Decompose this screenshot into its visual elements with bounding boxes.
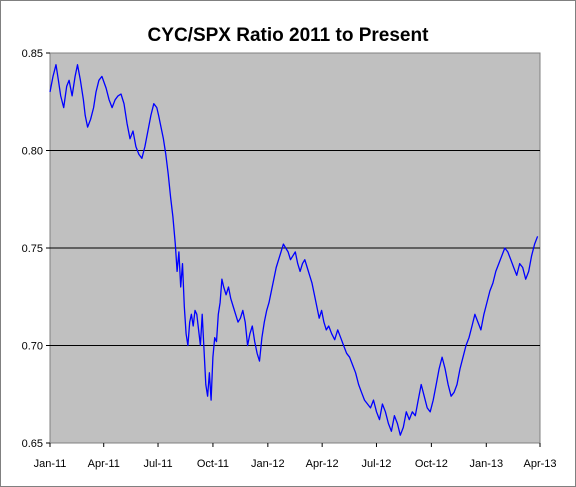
y-tick-label: 0.65 <box>22 438 43 450</box>
x-tick-label: Oct-12 <box>415 458 448 470</box>
x-tick-label: Apr-12 <box>306 458 339 470</box>
y-tick-label: 0.75 <box>22 243 43 255</box>
x-tick-label: Oct-11 <box>197 458 229 470</box>
x-tick-label: Apr-11 <box>88 458 120 470</box>
x-tick-label: Jan-12 <box>251 458 285 470</box>
y-tick-label: 0.85 <box>22 48 43 60</box>
y-tick-label: 0.70 <box>22 341 43 353</box>
x-tick-label: Jul-12 <box>361 458 391 470</box>
series-line <box>49 64 539 436</box>
x-axis: Jan-11 Apr-11 Jul-11 Oct-11 Jan-12 Apr-12 Jul-… <box>34 443 557 470</box>
x-tick-label: Jan-11 <box>34 458 67 470</box>
grid-lines <box>50 150 540 346</box>
x-tick-label: Jul-11 <box>143 458 172 470</box>
y-axis: 0.85 0.80 0.75 0.70 0.65 <box>22 48 50 450</box>
y-tick-label: 0.80 <box>22 146 43 158</box>
chart-title: CYC/SPX Ratio 2011 to Present <box>148 25 430 46</box>
x-tick-label: Apr-13 <box>523 458 556 470</box>
x-tick-label: Jan-13 <box>469 458 503 470</box>
